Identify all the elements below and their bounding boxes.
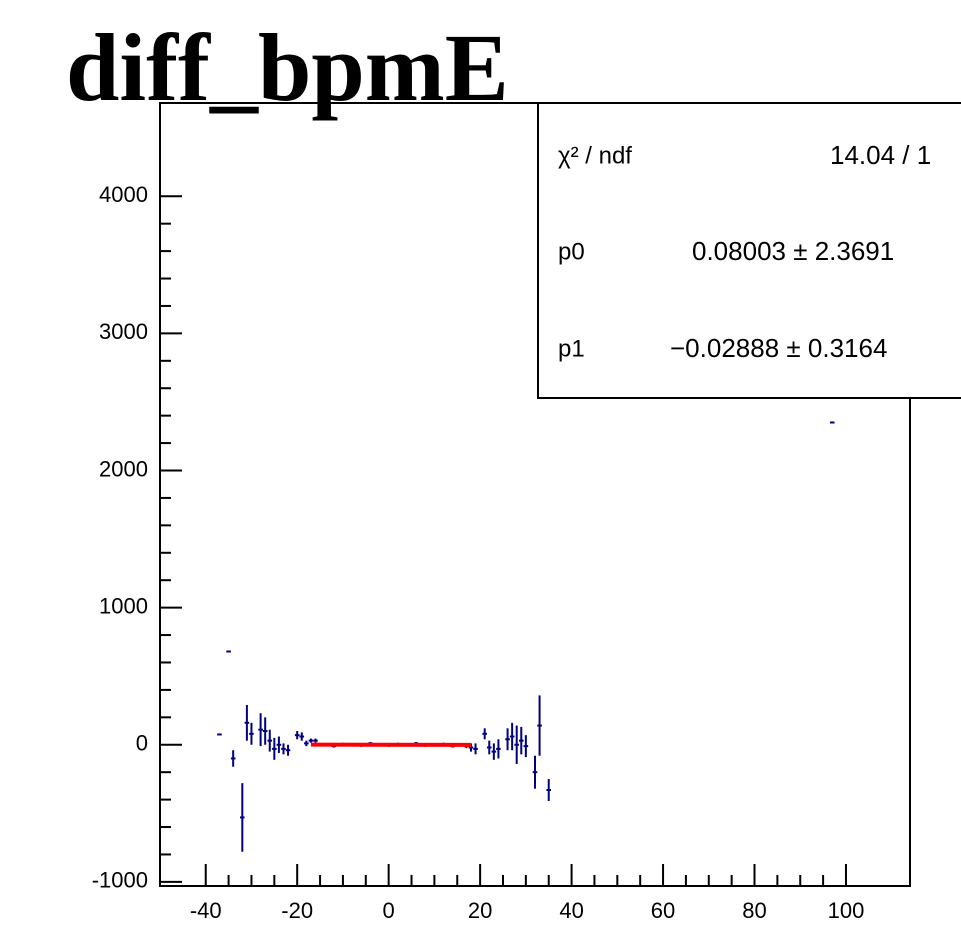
stats-label: χ² / ndf — [558, 142, 632, 169]
stats-label: p0 — [558, 238, 585, 265]
y-tick-label: -1000 — [92, 868, 148, 893]
stats-label: p1 — [558, 335, 585, 362]
x-tick-label: -20 — [281, 898, 313, 923]
stats-value: −0.02888 ± 0.3164 — [670, 333, 887, 363]
x-tick-label: 0 — [383, 898, 395, 923]
y-tick-label: 2000 — [99, 456, 148, 481]
x-tick-label: 40 — [559, 898, 583, 923]
stats-value: 0.08003 ± 2.3691 — [692, 236, 894, 266]
x-tick-label: 20 — [468, 898, 492, 923]
x-tick-label: -40 — [190, 898, 222, 923]
chart-title: diff_bpmE — [66, 14, 509, 121]
x-tick-label: 60 — [651, 898, 675, 923]
stats-value: 14.04 / 1 — [830, 140, 931, 170]
y-tick-label: 3000 — [99, 319, 148, 344]
frame — [159, 102, 911, 887]
x-tick-label: 100 — [828, 898, 865, 923]
y-tick-label: 0 — [136, 731, 148, 756]
x-tick-label: 80 — [742, 898, 766, 923]
y-tick-label: 1000 — [99, 593, 148, 618]
stats-box — [537, 102, 961, 399]
y-tick-label: 4000 — [99, 182, 148, 207]
